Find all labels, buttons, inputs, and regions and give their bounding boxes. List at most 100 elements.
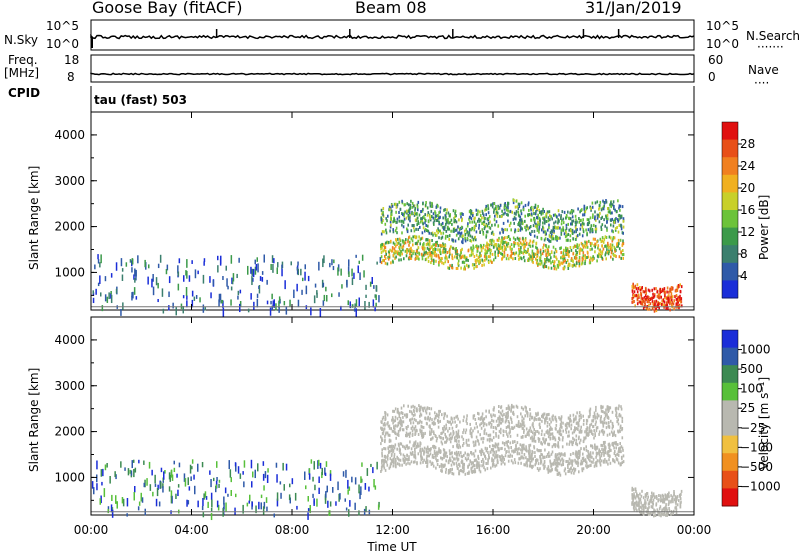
echo [534, 224, 537, 228]
echo [258, 501, 260, 510]
echo [402, 420, 405, 424]
echo [455, 267, 458, 270]
echo [575, 226, 577, 230]
echo [429, 216, 431, 220]
echo [517, 242, 519, 245]
echo [472, 440, 475, 444]
freq-trace [90, 72, 695, 76]
nave-dots: ···· [754, 76, 770, 90]
echo [509, 453, 512, 457]
echo [408, 243, 410, 247]
echo [587, 228, 590, 232]
nave-lo: 0 [708, 70, 716, 84]
echo [593, 436, 595, 440]
echo [609, 248, 612, 252]
echo [217, 265, 219, 273]
echo [567, 434, 569, 438]
echo [405, 254, 408, 258]
echo [462, 254, 464, 258]
echo [652, 302, 654, 306]
echo [382, 429, 385, 433]
echo [440, 463, 443, 467]
echo [338, 292, 340, 297]
colorbar-segment [722, 245, 738, 264]
ytick-label: 4000 [54, 333, 85, 347]
echo [230, 255, 233, 264]
echo [550, 229, 553, 233]
echo [451, 222, 453, 226]
echo [115, 495, 117, 504]
echo [641, 302, 643, 306]
echo [634, 304, 636, 308]
echo [647, 495, 649, 499]
echo [521, 415, 523, 419]
echo [586, 426, 588, 430]
echo [549, 436, 552, 440]
echo [562, 258, 565, 262]
echo [452, 229, 454, 233]
echo [590, 224, 593, 228]
echo [525, 241, 528, 245]
echo [433, 259, 435, 263]
colorbar-tick-label: −500 [740, 460, 773, 474]
echo [464, 256, 466, 260]
echo [585, 243, 588, 247]
echo [427, 259, 430, 263]
echo [438, 220, 440, 224]
echo [595, 227, 598, 231]
echo [488, 247, 491, 251]
echo [416, 212, 418, 216]
echo [400, 452, 402, 456]
echo [635, 507, 637, 511]
echo [555, 267, 558, 271]
echo [422, 226, 425, 230]
echo [520, 222, 522, 226]
echo [558, 260, 561, 264]
echo [522, 241, 525, 244]
echo [546, 424, 549, 428]
echo [499, 203, 502, 207]
echo [595, 429, 598, 433]
echo [599, 461, 601, 465]
echo [512, 217, 515, 221]
echo [575, 417, 577, 421]
echo [551, 450, 554, 454]
echo [538, 439, 540, 443]
echo [562, 226, 564, 230]
echo [410, 421, 412, 425]
echo [614, 249, 616, 253]
echo [324, 467, 326, 475]
echo [461, 459, 463, 463]
echo [580, 248, 583, 252]
echo [588, 426, 591, 430]
echo [426, 454, 429, 458]
echo [222, 276, 224, 281]
echo [557, 441, 559, 445]
echo [657, 295, 660, 299]
echo [583, 419, 585, 423]
echo [265, 497, 268, 503]
echo [547, 228, 549, 232]
echo [487, 461, 489, 465]
echo [577, 437, 580, 441]
echo [539, 250, 542, 254]
echo [474, 418, 477, 421]
echo [600, 217, 602, 220]
echo [524, 219, 526, 223]
echo [598, 414, 600, 418]
echo [586, 419, 589, 423]
echo [636, 290, 639, 294]
echo [354, 477, 357, 485]
echo [513, 244, 515, 248]
echo [608, 407, 610, 411]
echo [669, 302, 671, 306]
echo [568, 416, 570, 420]
echo [479, 417, 482, 421]
echo [453, 431, 455, 435]
echo [465, 428, 468, 432]
echo [477, 259, 479, 263]
echo [528, 428, 531, 432]
echo [447, 260, 449, 264]
echo [472, 469, 475, 473]
